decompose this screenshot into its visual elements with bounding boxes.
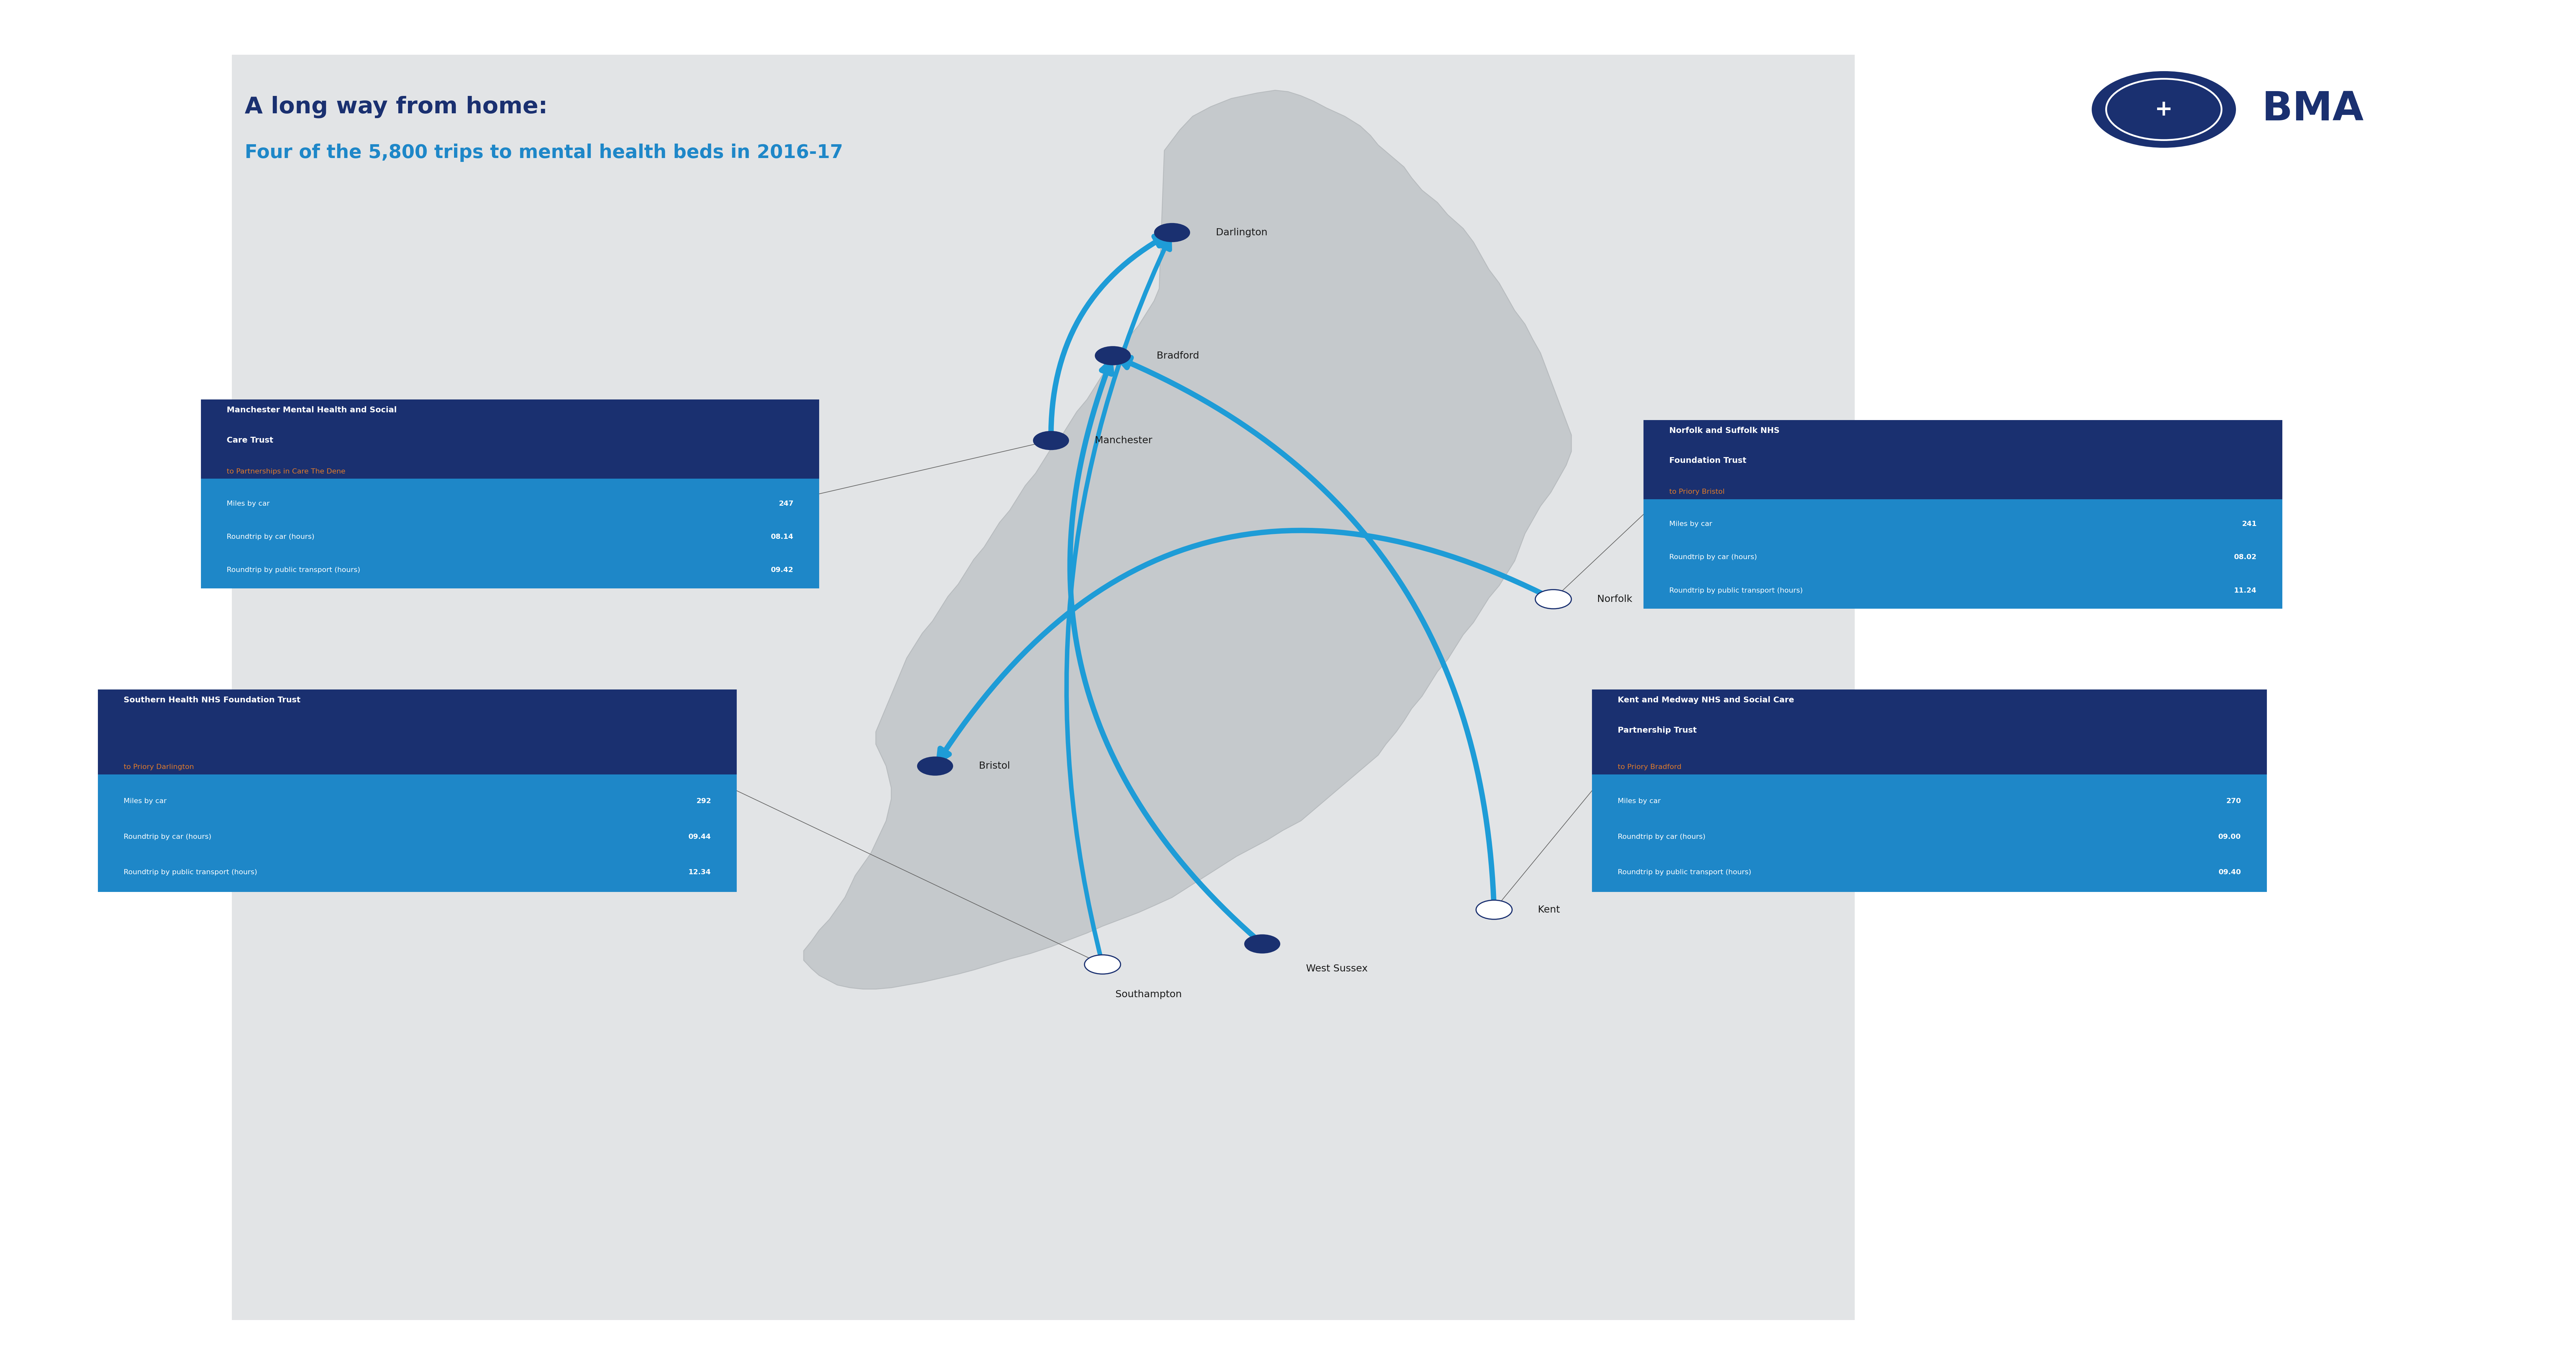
Text: Bradford: Bradford <box>1157 352 1200 360</box>
Bar <box>98 774 737 892</box>
Bar <box>201 399 819 479</box>
Circle shape <box>1033 431 1069 450</box>
Bar <box>1643 420 2282 499</box>
Text: to Priory Bradford: to Priory Bradford <box>1618 763 1682 770</box>
Text: Darlington: Darlington <box>1216 228 1267 237</box>
Text: West Sussex: West Sussex <box>1306 964 1368 973</box>
Text: 247: 247 <box>778 501 793 508</box>
Text: Miles by car: Miles by car <box>227 501 270 508</box>
Text: +: + <box>2156 98 2172 120</box>
Text: Miles by car: Miles by car <box>1669 521 1713 528</box>
Circle shape <box>1095 346 1131 365</box>
Text: Care Trust: Care Trust <box>227 436 273 445</box>
Text: Foundation Trust: Foundation Trust <box>1669 457 1747 465</box>
Text: Southern Health NHS Foundation Trust: Southern Health NHS Foundation Trust <box>124 696 301 705</box>
Bar <box>201 479 819 588</box>
Circle shape <box>917 757 953 776</box>
Text: BMA: BMA <box>2262 90 2365 129</box>
Text: to Priory Bristol: to Priory Bristol <box>1669 488 1726 495</box>
Circle shape <box>1535 590 1571 609</box>
Text: 12.34: 12.34 <box>688 869 711 876</box>
Bar <box>1592 774 2267 892</box>
Text: Norfolk and Suffolk NHS: Norfolk and Suffolk NHS <box>1669 427 1780 435</box>
Text: Roundtrip by car (hours): Roundtrip by car (hours) <box>1669 554 1757 561</box>
Text: Manchester: Manchester <box>1095 436 1151 445</box>
Bar <box>98 689 737 774</box>
Circle shape <box>1154 223 1190 242</box>
Text: 292: 292 <box>696 798 711 804</box>
Text: Kent and Medway NHS and Social Care: Kent and Medway NHS and Social Care <box>1618 696 1793 705</box>
Text: 08.02: 08.02 <box>2233 554 2257 561</box>
Text: 11.24: 11.24 <box>2233 587 2257 594</box>
Text: Four of the 5,800 trips to mental health beds in 2016-17: Four of the 5,800 trips to mental health… <box>245 144 842 161</box>
Text: Southampton: Southampton <box>1115 990 1182 999</box>
Text: 241: 241 <box>2241 521 2257 528</box>
Text: Manchester Mental Health and Social: Manchester Mental Health and Social <box>227 406 397 415</box>
Text: Roundtrip by public transport (hours): Roundtrip by public transport (hours) <box>1669 587 1803 594</box>
Polygon shape <box>804 90 1571 989</box>
Text: Norfolk: Norfolk <box>1597 595 1633 603</box>
Text: Roundtrip by car (hours): Roundtrip by car (hours) <box>227 534 314 540</box>
Text: Partnership Trust: Partnership Trust <box>1618 726 1698 735</box>
Circle shape <box>1476 900 1512 919</box>
Text: Roundtrip by public transport (hours): Roundtrip by public transport (hours) <box>227 566 361 573</box>
Text: 09.00: 09.00 <box>2218 833 2241 840</box>
Text: Kent: Kent <box>1538 906 1561 914</box>
Text: Roundtrip by car (hours): Roundtrip by car (hours) <box>124 833 211 840</box>
Text: Roundtrip by car (hours): Roundtrip by car (hours) <box>1618 833 1705 840</box>
Text: Bristol: Bristol <box>979 762 1010 770</box>
Bar <box>1592 689 2267 774</box>
Text: Miles by car: Miles by car <box>124 798 167 804</box>
Circle shape <box>1244 934 1280 953</box>
Circle shape <box>2092 71 2236 148</box>
Text: A long way from home:: A long way from home: <box>245 96 549 118</box>
Text: to Partnerships in Care The Dene: to Partnerships in Care The Dene <box>227 468 345 475</box>
Text: 09.44: 09.44 <box>688 833 711 840</box>
Text: 09.42: 09.42 <box>770 566 793 573</box>
Text: 09.40: 09.40 <box>2218 869 2241 876</box>
Text: to Priory Darlington: to Priory Darlington <box>124 763 193 770</box>
Text: Roundtrip by public transport (hours): Roundtrip by public transport (hours) <box>124 869 258 876</box>
Text: 08.14: 08.14 <box>770 534 793 540</box>
Bar <box>1643 499 2282 609</box>
Text: 270: 270 <box>2226 798 2241 804</box>
Text: Roundtrip by public transport (hours): Roundtrip by public transport (hours) <box>1618 869 1752 876</box>
Text: Miles by car: Miles by car <box>1618 798 1662 804</box>
Bar <box>232 55 1855 1320</box>
Circle shape <box>1084 955 1121 974</box>
